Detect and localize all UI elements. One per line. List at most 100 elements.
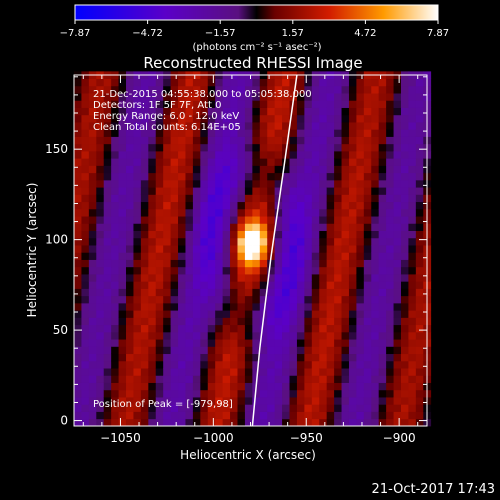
- heatmap-cell: [163, 281, 172, 289]
- heatmap-cell: [393, 295, 402, 304]
- heatmap-cell: [96, 288, 105, 297]
- heatmap-cell: [96, 100, 105, 108]
- heatmap-cell: [400, 259, 409, 268]
- heatmap-cell: [341, 187, 350, 195]
- heatmap-cell: [126, 237, 134, 246]
- heatmap-cell: [111, 382, 119, 391]
- heatmap-cell: [363, 93, 372, 101]
- heatmap-cell: [259, 179, 268, 188]
- heatmap-cell: [148, 375, 157, 383]
- heatmap-cell: [341, 252, 350, 260]
- heatmap-cell: [111, 353, 119, 362]
- heatmap-cell: [88, 382, 97, 391]
- heatmap-cell: [378, 302, 387, 311]
- heatmap-cell: [378, 223, 387, 231]
- heatmap-cell: [319, 411, 328, 420]
- heatmap-cell: [393, 331, 402, 340]
- heatmap-cell: [326, 339, 335, 347]
- heatmap-cell: [348, 310, 357, 318]
- heatmap-cell: [311, 375, 320, 383]
- heatmap-cell: [111, 129, 119, 137]
- heatmap-cell: [215, 143, 224, 152]
- heatmap-cell: [170, 295, 179, 304]
- heatmap-cell: [408, 245, 417, 253]
- heatmap-cell: [393, 158, 402, 166]
- heatmap-cell: [311, 208, 320, 217]
- colorbar-tick-label: −1.57: [205, 28, 236, 39]
- heatmap-cell: [88, 143, 97, 152]
- heatmap-cell: [415, 245, 424, 253]
- heatmap-cell: [111, 143, 119, 152]
- heatmap-cell: [348, 324, 357, 333]
- heatmap-cell: [356, 194, 365, 203]
- heatmap-cell: [311, 223, 320, 231]
- heatmap-cell: [200, 223, 209, 231]
- heatmap-cell: [185, 404, 194, 412]
- heatmap-cell: [415, 208, 424, 217]
- heatmap-cell: [252, 353, 261, 362]
- heatmap-cell: [237, 187, 246, 195]
- heatmap-cell: [126, 274, 134, 282]
- heatmap-cell: [304, 136, 313, 145]
- heatmap-cell: [348, 375, 357, 383]
- heatmap-cell: [378, 418, 387, 427]
- heatmap-cell: [296, 310, 305, 318]
- heatmap-cell: [74, 143, 82, 152]
- heatmap-cell: [81, 78, 90, 87]
- heatmap-cell: [319, 288, 328, 297]
- heatmap-cell: [118, 165, 127, 174]
- heatmap-cell: [356, 288, 365, 297]
- heatmap-cell: [408, 397, 417, 405]
- heatmap-cell: [170, 317, 179, 326]
- heatmap-cell: [200, 360, 209, 369]
- heatmap-cell: [363, 389, 372, 398]
- heatmap-cell: [222, 288, 231, 297]
- heatmap-cell: [378, 187, 387, 195]
- heatmap-cell: [81, 107, 90, 116]
- heatmap-cell: [178, 187, 186, 195]
- heatmap-cell: [371, 85, 380, 94]
- heatmap-cell: [185, 136, 194, 145]
- heatmap-cell: [400, 281, 409, 289]
- heatmap-cell: [378, 165, 387, 174]
- heatmap-cell: [326, 179, 335, 188]
- heatmap-cell: [74, 216, 82, 224]
- heatmap-cell: [244, 302, 253, 311]
- heatmap-cell: [230, 100, 238, 108]
- heatmap-cell: [259, 150, 268, 159]
- heatmap-cell: [155, 187, 164, 195]
- heatmap-cell: [267, 114, 276, 123]
- heatmap-cell: [341, 382, 350, 391]
- heatmap-cell: [200, 201, 209, 210]
- heatmap-cell: [259, 368, 268, 376]
- heatmap-cell: [118, 93, 127, 101]
- heatmap-cell: [282, 411, 290, 420]
- heatmap-cell: [88, 274, 97, 282]
- heatmap-cell: [140, 165, 149, 174]
- heatmap-cell: [334, 136, 342, 145]
- heatmap-cell: [400, 114, 409, 123]
- heatmap-cell: [393, 100, 402, 108]
- heatmap-cell: [348, 302, 357, 311]
- heatmap-cell: [81, 389, 90, 398]
- heatmap-cell: [126, 353, 134, 362]
- heatmap-cell: [378, 93, 387, 101]
- heatmap-cell: [289, 252, 298, 260]
- heatmap-cell: [319, 331, 328, 340]
- heatmap-cell: [103, 382, 112, 391]
- heatmap-cell: [237, 375, 246, 383]
- heatmap-cell: [207, 288, 216, 297]
- heatmap-cell: [185, 266, 194, 275]
- heatmap-cell: [311, 368, 320, 376]
- heatmap-cell: [400, 317, 409, 326]
- heatmap-cell: [415, 346, 424, 355]
- heatmap-cell: [88, 295, 97, 304]
- heatmap-cell: [244, 245, 253, 253]
- heatmap-cell: [304, 302, 313, 311]
- heatmap-cell: [185, 346, 194, 355]
- heatmap-cell: [222, 237, 231, 246]
- heatmap-cell: [274, 346, 283, 355]
- heatmap-cell: [244, 346, 253, 355]
- heatmap-cell: [178, 288, 186, 297]
